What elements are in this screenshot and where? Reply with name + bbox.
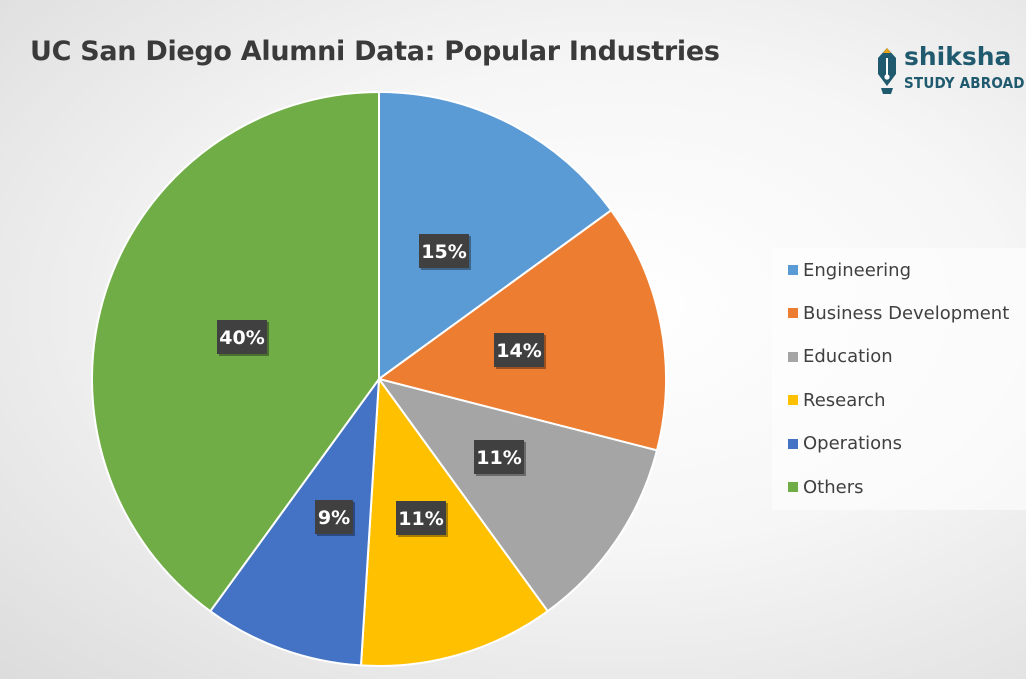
chart-title: UC San Diego Alumni Data: Popular Indust… — [30, 36, 720, 67]
data-label-education: 11% — [474, 440, 526, 476]
legend-label: Business Development — [803, 302, 1010, 324]
legend-item-business-development: Business Development — [788, 302, 1009, 324]
data-label-text: 11% — [476, 447, 521, 469]
data-label-others: 40% — [217, 320, 269, 356]
legend-label: Others — [803, 476, 864, 498]
shiksha-logo: shiksha STUDY ABROAD — [872, 42, 1026, 102]
data-label-research: 11% — [396, 501, 448, 537]
logo-tagline: STUDY ABROAD — [904, 74, 1025, 92]
data-label-business-development: 14% — [494, 333, 546, 369]
chart-legend: Engineering Business Development Education… — [772, 248, 1026, 510]
pie-slice-engineering — [378, 90, 613, 381]
legend-swatch — [788, 308, 798, 319]
pen-nib-icon — [878, 48, 896, 94]
pie-slice-research — [359, 376, 550, 667]
legend-swatch — [788, 395, 798, 406]
data-label-text: 40% — [219, 327, 264, 349]
legend-swatch — [788, 438, 798, 449]
data-label-text: 14% — [496, 340, 541, 362]
data-label-text: 9% — [318, 507, 350, 529]
legend-item-others: Others — [788, 476, 864, 498]
data-label-text: 11% — [398, 508, 443, 530]
legend-swatch — [788, 351, 798, 362]
legend-label: Research — [803, 389, 886, 411]
logo-brand: shiksha — [904, 42, 1012, 71]
pie-slice-operations — [208, 375, 381, 667]
legend-item-operations: Operations — [788, 433, 902, 455]
pie-slices — [91, 90, 667, 667]
legend-swatch — [788, 482, 798, 492]
legend-label: Education — [803, 346, 893, 368]
data-labels: 15% 14% 11% 11% 9% 40% — [217, 234, 546, 537]
legend-label: Engineering — [803, 259, 911, 281]
pie-slice-business-development — [376, 208, 667, 452]
legend-swatch — [788, 265, 798, 275]
data-label-engineering: 15% — [419, 234, 471, 270]
legend-label: Operations — [803, 433, 902, 455]
data-label-text: 15% — [421, 241, 466, 263]
data-label-operations: 9% — [315, 500, 355, 536]
pie-slice-education — [376, 377, 659, 613]
legend-item-education: Education — [788, 346, 893, 368]
legend-item-engineering: Engineering — [788, 259, 911, 281]
legend-item-research: Research — [788, 389, 886, 411]
